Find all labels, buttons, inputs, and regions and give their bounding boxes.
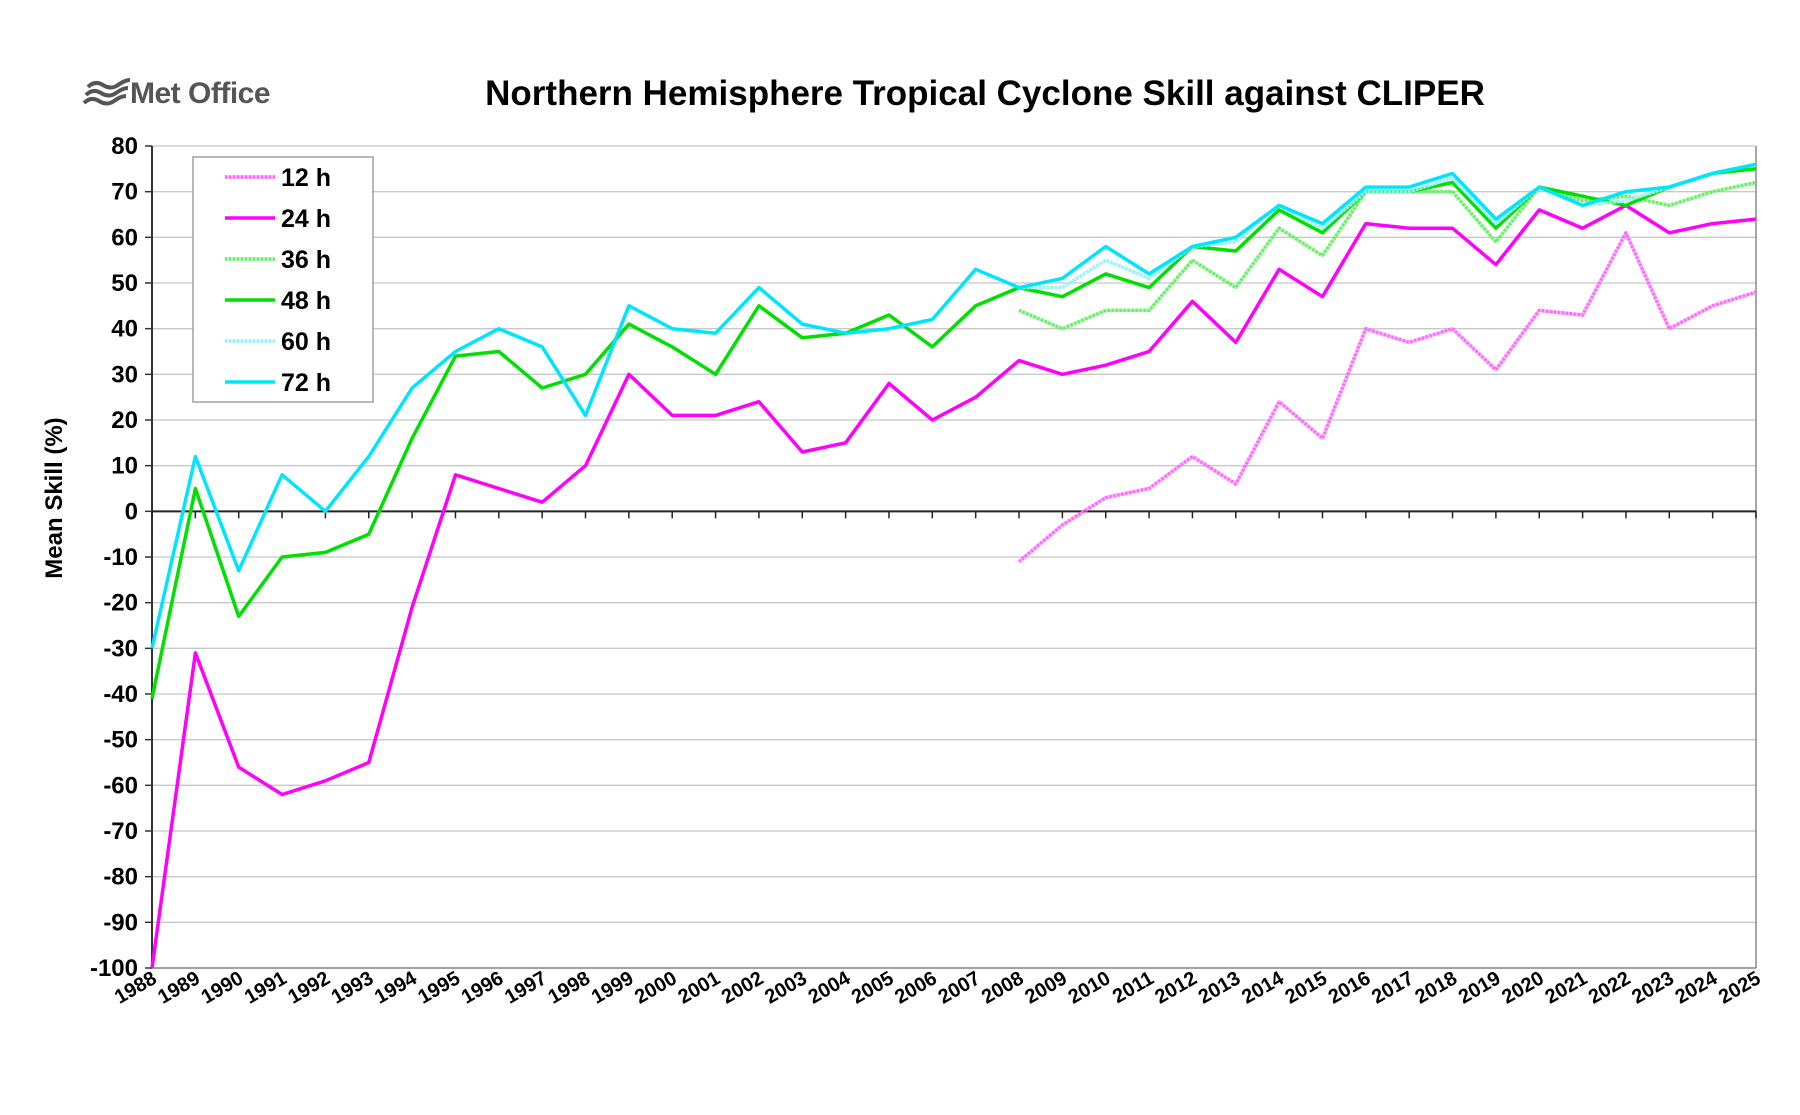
x-tick-label: 1994 <box>371 967 421 1009</box>
legend-label: 48 h <box>281 287 331 315</box>
y-tick-label: 0 <box>125 498 138 525</box>
x-tick-label: 2006 <box>891 967 941 1008</box>
x-tick-label: 2020 <box>1498 967 1548 1008</box>
legend-box <box>192 156 374 403</box>
legend-label: 60 h <box>281 328 331 356</box>
y-tick-label: -10 <box>103 544 138 571</box>
y-tick-label: -100 <box>90 955 138 982</box>
y-tick-label: 70 <box>111 179 138 206</box>
x-tick-label: 2024 <box>1672 967 1722 1009</box>
x-tick-label: 1999 <box>588 967 638 1008</box>
x-tick-label: 2002 <box>718 967 768 1008</box>
legend-label: 24 h <box>281 205 331 233</box>
series-line-36h <box>1018 180 1757 331</box>
series-lines <box>150 162 1757 969</box>
y-tick-label: -80 <box>103 864 138 891</box>
x-tick-label: 1997 <box>501 967 551 1008</box>
series-line-48h <box>150 167 1757 699</box>
met-office-logo: Met Office <box>82 77 271 110</box>
grid-lines <box>152 145 1756 969</box>
x-tick-label: 2025 <box>1715 967 1765 1008</box>
y-tick-label: -50 <box>103 727 138 754</box>
y-tick-label: -20 <box>103 590 138 617</box>
x-tick-label: 1990 <box>198 967 248 1008</box>
y-tick-label: 10 <box>111 453 138 480</box>
x-tick-label: 1996 <box>458 967 508 1008</box>
series-line-12h-texture <box>1017 231 1757 563</box>
y-tick-label: 40 <box>111 316 138 343</box>
x-tick-label: 2013 <box>1195 967 1245 1008</box>
x-tick-label: 1998 <box>544 967 594 1008</box>
x-tick-label: 2005 <box>848 967 898 1008</box>
legend-label: 72 h <box>281 369 331 397</box>
met-office-logo-text: Met Office <box>130 77 270 110</box>
series-line-36h-texture <box>1018 180 1757 331</box>
x-tick-label: 2023 <box>1628 967 1678 1008</box>
y-tick-label: -90 <box>103 909 138 936</box>
x-tick-label: 2007 <box>935 967 985 1008</box>
x-tick-label: 2021 <box>1542 967 1592 1008</box>
y-axis-label: Mean Skill (%) <box>41 417 68 578</box>
axes <box>145 145 1757 969</box>
x-tick-label: 2000 <box>631 967 681 1008</box>
x-tick-label: 2011 <box>1109 967 1158 1008</box>
series-line-60h-texture <box>1019 162 1757 290</box>
x-tick-label: 2004 <box>805 967 855 1009</box>
x-tick-label: 2010 <box>1065 967 1115 1008</box>
y-tick-label: -30 <box>103 635 138 662</box>
x-tick-label: 2015 <box>1281 967 1331 1008</box>
x-tick-label: 2009 <box>1021 967 1071 1008</box>
chart-title: Northern Hemisphere Tropical Cyclone Ski… <box>485 74 1485 113</box>
x-tick-label: 2008 <box>978 967 1028 1008</box>
met-office-wave-icon <box>82 78 131 106</box>
legend-label: 36 h <box>281 246 331 274</box>
y-tick-label: 60 <box>111 224 138 251</box>
x-tick-label: 2012 <box>1151 967 1201 1008</box>
x-tick-labels: 1988198919901991199219931994199519961997… <box>111 967 1765 1009</box>
x-tick-label: 2017 <box>1368 967 1418 1008</box>
x-tick-label: 2001 <box>675 967 725 1008</box>
x-tick-label: 2022 <box>1585 967 1635 1008</box>
x-tick-label: 1993 <box>328 967 378 1008</box>
y-tick-labels: 80 70 60 50 40 30 20 10 0 -10 -20 -30 -40 -50 -60 -70 -8… <box>90 133 138 982</box>
series-line-72h <box>150 162 1757 649</box>
x-tick-label: 1995 <box>414 967 464 1008</box>
y-tick-label: -60 <box>103 772 138 799</box>
y-tick-label: 80 <box>111 133 138 160</box>
legend-label: 12 h <box>281 164 331 192</box>
x-tick-label: 2018 <box>1412 967 1462 1008</box>
x-tick-label: 2019 <box>1455 967 1505 1008</box>
y-tick-label: 20 <box>111 407 138 434</box>
x-tick-label: 1992 <box>284 967 334 1008</box>
y-tick-label: -70 <box>103 818 138 845</box>
legend: 12 h 24 h 36 h 48 h 60 h 72 h <box>192 156 374 403</box>
series-line-24h <box>150 203 1757 969</box>
y-tick-label: 30 <box>111 361 138 388</box>
y-tick-label: -40 <box>103 681 138 708</box>
x-tick-label: 2003 <box>761 967 811 1008</box>
x-tick-label: 2016 <box>1325 967 1375 1008</box>
y-tick-label: 50 <box>111 270 138 297</box>
x-tick-label: 1991 <box>241 967 291 1008</box>
x-tick-label: 1989 <box>154 967 204 1008</box>
x-tick-label: 2014 <box>1238 967 1288 1009</box>
